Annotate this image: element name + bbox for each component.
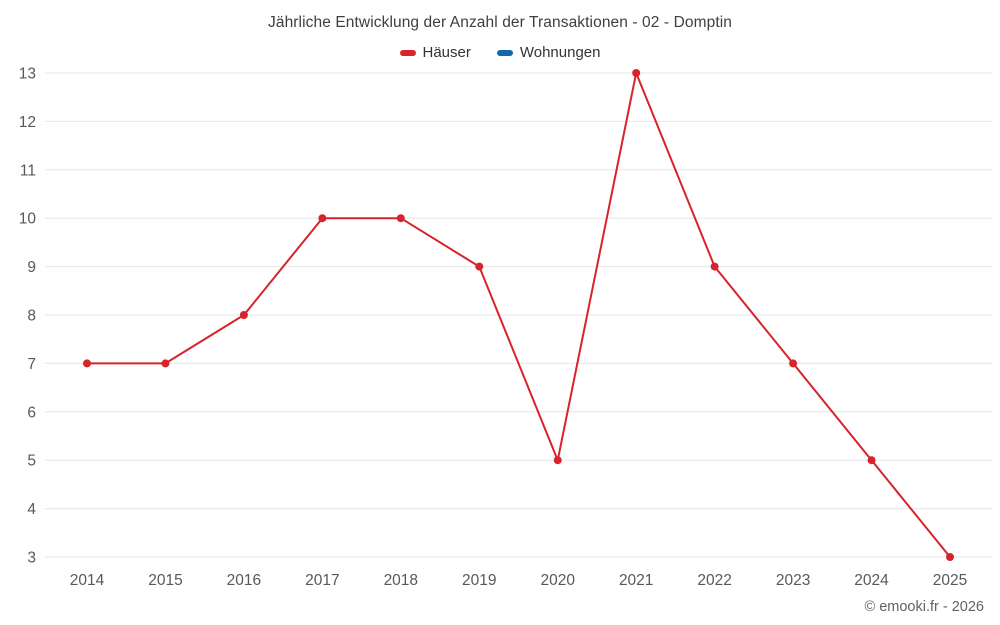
legend-label-haeuser: Häuser — [422, 44, 471, 61]
y-tick-label: 5 — [27, 453, 36, 470]
legend-item-wohnungen[interactable]: Wohnungen — [496, 44, 601, 61]
data-point[interactable] — [553, 456, 562, 465]
data-point[interactable] — [946, 553, 954, 561]
x-tick-label: 2017 — [305, 572, 339, 589]
x-tick-label: 2021 — [619, 572, 653, 589]
chart-legend: Häuser Wohnungen — [0, 44, 1000, 61]
x-tick-label: 2015 — [148, 572, 182, 589]
y-tick-label: 3 — [27, 550, 36, 567]
y-tick-label: 7 — [27, 356, 36, 373]
chart-title: Jährliche Entwicklung der Anzahl der Tra… — [268, 14, 732, 31]
y-tick-label: 11 — [20, 162, 36, 179]
y-tick-label: 9 — [27, 259, 36, 276]
data-point[interactable] — [632, 69, 641, 77]
data-point[interactable] — [710, 262, 719, 271]
x-tick-label: 2025 — [933, 572, 967, 589]
x-tick-label: 2016 — [227, 572, 261, 589]
legend-swatch-wohnungen — [496, 49, 513, 56]
legend-swatch-haeuser — [399, 49, 416, 56]
data-point[interactable] — [239, 311, 248, 319]
x-tick-label: 2023 — [776, 572, 810, 589]
data-point[interactable] — [789, 359, 798, 368]
x-tick-label: 2018 — [384, 572, 418, 589]
y-tick-label: 4 — [27, 501, 36, 518]
data-point[interactable] — [396, 214, 405, 223]
y-tick-label: 10 — [19, 211, 37, 228]
x-tick-label: 2020 — [540, 572, 575, 589]
data-point[interactable] — [475, 262, 484, 271]
y-tick-label: 12 — [19, 114, 36, 131]
legend-label-wohnungen: Wohnungen — [519, 44, 601, 61]
y-tick-label: 6 — [27, 404, 36, 421]
data-point[interactable] — [161, 359, 170, 368]
x-tick-label: 2019 — [462, 572, 496, 589]
y-tick-label: 8 — [27, 308, 36, 325]
x-tick-label: 2024 — [854, 572, 889, 589]
x-tick-label: 2022 — [697, 572, 731, 589]
chart-credit: © emooki.fr - 2026 — [864, 599, 984, 615]
data-point[interactable] — [318, 214, 327, 223]
legend-item-haeuser[interactable]: Häuser — [399, 44, 471, 61]
y-tick-label: 13 — [19, 66, 36, 83]
data-point[interactable] — [83, 359, 91, 368]
series-line-0 — [86, 72, 951, 558]
data-point[interactable] — [867, 456, 876, 465]
x-tick-label: 2014 — [70, 572, 105, 589]
